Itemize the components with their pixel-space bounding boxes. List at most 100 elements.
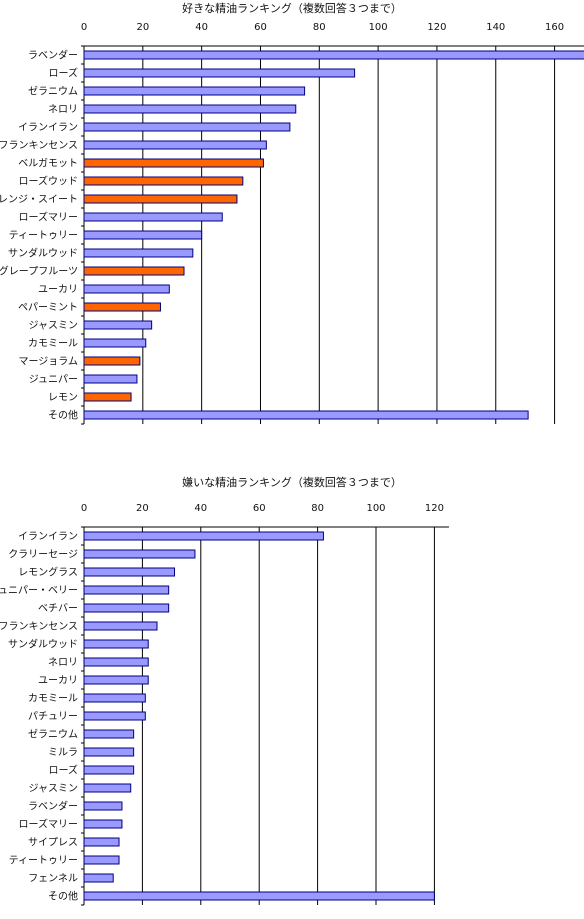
category-label: ジャスミン [29,784,79,795]
bar [83,374,138,384]
bar [83,819,123,829]
category-label: ローズマリー [19,818,79,831]
bar [83,140,267,150]
bar [83,549,196,559]
category-label: フランキンセンス [0,140,78,152]
bar [83,693,146,703]
bar [83,747,135,757]
bar [83,711,146,721]
bar [83,585,170,595]
category-label: ティートゥリー [9,856,78,867]
category-label: カモミール [28,693,78,705]
category-label: ベルガモット [18,158,78,170]
bar [83,783,132,793]
bar [83,729,135,739]
category-label: フェンネル [28,873,78,885]
category-label: ジュニパー [29,374,78,386]
bar [83,356,141,366]
bar [83,531,324,541]
bar [83,801,123,811]
x-tick-label: 120 [427,22,446,33]
bar [83,392,132,402]
x-tick-label: 60 [253,503,266,514]
bar [83,657,149,667]
category-label: レモン [48,393,78,404]
category-label: ローズ [49,764,79,777]
bar [83,621,158,631]
bar [83,284,170,294]
bar [83,104,297,114]
category-label: ベチバー [38,603,78,615]
category-label: サンダルウッド [8,638,78,651]
bar [83,86,306,96]
x-tick-label: 120 [425,503,444,514]
x-tick-label: 80 [313,22,326,33]
category-label: ユーカリ [38,284,78,296]
category-label: ユーカリ [38,675,78,687]
x-tick-label: 20 [136,22,149,33]
category-label: ラベンダー [28,49,78,62]
bar [83,176,244,186]
category-label: ペパーミント [18,302,78,314]
bar [83,639,149,649]
category-label: ローズウッド [19,175,79,188]
bar [83,338,147,348]
category-label: パチュリー [28,711,78,723]
x-tick-label: 100 [369,22,388,33]
category-label: グレープフルーツ [0,265,78,278]
bar [83,230,203,240]
bar [83,122,291,132]
category-label: サンダルウッド [8,247,78,260]
bar [83,212,223,222]
category-label: その他 [48,890,78,903]
category-label: カモミール [28,338,78,350]
x-tick-label: 60 [254,22,267,33]
bar [83,158,264,168]
bar [83,855,120,865]
x-tick-label: 100 [366,503,385,514]
category-label: サイプレス [28,837,78,849]
bar [83,194,238,204]
bar [83,410,529,420]
category-label: オレンジ・スイート [0,194,78,206]
bar [83,248,194,258]
category-label: クラリーセージ [8,549,78,561]
chart-title: 好きな精油ランキング（複数回答３つまで） [182,2,402,15]
category-label: ネロリ [48,657,78,669]
category-label: フランキンセンス [0,621,78,633]
bar [83,675,149,685]
bar [83,765,135,775]
category-label: イランイラン [18,531,78,543]
chart-title: 嫌いな精油ランキング（複数回答３つまで） [182,476,402,489]
bar [83,50,584,60]
x-tick-label: 80 [311,503,324,514]
bar [83,320,153,330]
bar [83,302,161,312]
x-tick-label: 20 [136,503,149,514]
category-label: マージョラム [19,356,79,368]
x-tick-label: 40 [195,22,208,33]
category-label: ゼラニウム [28,86,78,98]
bar [83,891,435,901]
category-label: レモングラス [18,566,78,579]
bar [83,837,120,847]
bar [83,603,170,613]
favorite-oils-plot: 0 20 40 60 80 100 120 140 160 ラベンダーローズゼラニウムネロリイラン… [0,22,584,425]
category-label: ゼラニウム [28,729,78,741]
category-label: ティートゥリー [9,231,78,242]
x-tick-label: 40 [194,503,207,514]
x-tick-label: 0 [81,22,87,33]
category-label: ジュニパー・ベリー [0,585,78,597]
category-label: ミルラ [48,747,78,759]
category-label: イランイラン [18,122,78,134]
x-tick-label: 160 [545,22,564,33]
category-label: ローズマリー [19,211,79,224]
category-label: その他 [48,409,78,422]
bar [83,266,185,276]
bar [83,567,176,577]
disliked-oils-plot: 0 20 40 60 80 100 120 イランイランクラリーセージレモングラスジュニパー・… [0,503,449,906]
category-label: ジャスミン [29,321,79,332]
x-tick-label: 0 [81,503,87,514]
bar [83,68,356,78]
category-label: ネロリ [48,104,78,116]
